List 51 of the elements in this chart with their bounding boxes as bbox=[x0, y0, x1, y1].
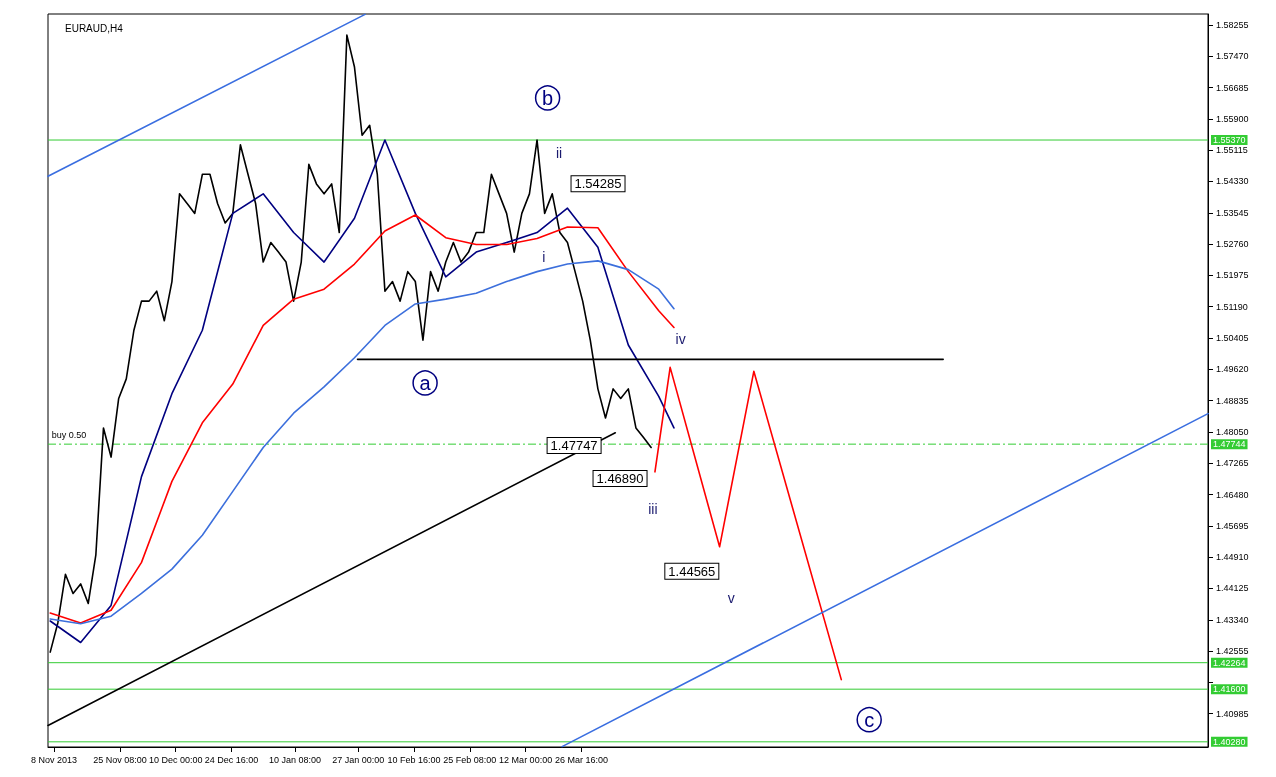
y-tick-label: 1.40985 bbox=[1216, 708, 1249, 719]
y-tick-label: 1.48050 bbox=[1216, 426, 1249, 437]
y-tick-label: 1.43340 bbox=[1216, 614, 1249, 625]
y-tick-label: 1.54330 bbox=[1216, 176, 1249, 187]
y-tick-label: 1.53545 bbox=[1216, 207, 1249, 218]
annotation: iii bbox=[648, 500, 658, 517]
ref-line-label: 1.40280 bbox=[1213, 736, 1246, 747]
annotation: c bbox=[864, 708, 875, 731]
y-tick-label: 1.42555 bbox=[1216, 646, 1249, 657]
y-tick-label: 1.51975 bbox=[1216, 270, 1249, 281]
ref-line-label: 1.42264 bbox=[1213, 657, 1246, 668]
annotation: buy 0.50 bbox=[51, 429, 87, 440]
annotation: iv bbox=[675, 331, 686, 348]
text: EURAUD,H4 bbox=[65, 22, 124, 34]
x-tick-label: 27 Jan 00:00 bbox=[332, 754, 385, 765]
y-tick-label: 1.48835 bbox=[1216, 395, 1249, 406]
annotation: 1.54285 bbox=[574, 176, 622, 192]
x-tick-label: 8 Nov 2013 bbox=[31, 754, 78, 765]
y-tick-label: 1.44910 bbox=[1216, 552, 1249, 563]
y-tick-label: 1.49620 bbox=[1216, 364, 1249, 375]
ref-line-label: 1.47744 bbox=[1213, 439, 1246, 450]
y-tick-label: 1.51190 bbox=[1216, 301, 1248, 312]
x-tick-label: 26 Mar 16:00 bbox=[554, 754, 608, 765]
y-tick-label: 1.55115 bbox=[1216, 145, 1248, 156]
annotation: 1.44565 bbox=[668, 563, 716, 579]
annotation: 1.47747 bbox=[550, 437, 598, 453]
y-tick-label: 1.46480 bbox=[1216, 489, 1249, 500]
annotation: ii bbox=[555, 144, 563, 161]
annotation: 1.46890 bbox=[596, 471, 644, 487]
x-tick-label: 24 Dec 16:00 bbox=[204, 754, 259, 765]
x-tick-label: 25 Nov 08:00 bbox=[93, 754, 147, 765]
y-tick-label: 1.57470 bbox=[1216, 51, 1249, 62]
y-tick-label: 1.47265 bbox=[1216, 458, 1249, 469]
y-tick-label: 1.44125 bbox=[1216, 583, 1249, 594]
x-tick-label: 10 Dec 00:00 bbox=[148, 754, 203, 765]
y-tick-label: 1.58255 bbox=[1216, 19, 1249, 30]
y-tick-label: 1.50405 bbox=[1216, 333, 1249, 344]
y-tick-label: 1.55900 bbox=[1216, 113, 1249, 124]
ref-line-label: 1.55370 bbox=[1213, 135, 1246, 146]
y-tick-label: 1.52760 bbox=[1216, 239, 1249, 250]
annotation: i bbox=[542, 249, 546, 266]
annotation: v bbox=[727, 589, 735, 606]
x-tick-label: 10 Jan 08:00 bbox=[268, 754, 321, 765]
x-tick-label: 12 Mar 00:00 bbox=[499, 754, 553, 765]
y-tick-label: 1.56685 bbox=[1216, 82, 1249, 93]
x-tick-label: 10 Feb 16:00 bbox=[387, 754, 441, 765]
y-tick-label: 1.45695 bbox=[1216, 520, 1249, 531]
x-tick-label: 25 Feb 08:00 bbox=[443, 754, 497, 765]
ref-line-label: 1.41600 bbox=[1213, 684, 1246, 695]
annotation: a bbox=[419, 371, 432, 394]
annotation: b bbox=[542, 86, 554, 109]
